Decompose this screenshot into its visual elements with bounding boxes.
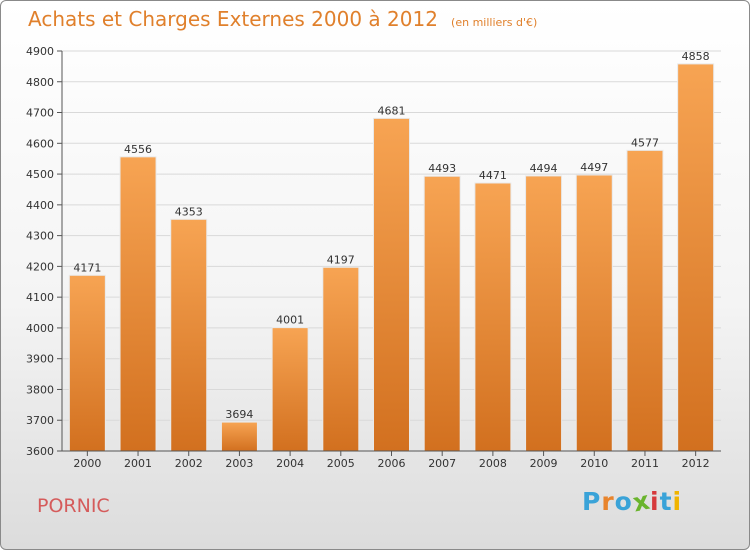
x-tick-label: 2001 [124, 457, 152, 470]
axes [57, 50, 721, 456]
brand-letter: P [582, 487, 602, 516]
bar-value-label: 4197 [327, 253, 355, 266]
x-tick-label: 2003 [225, 457, 253, 470]
bar-value-label: 4493 [428, 162, 456, 175]
bar-2011 [626, 149, 664, 452]
bar-2005 [322, 266, 360, 452]
y-tick-label: 4600 [26, 137, 54, 150]
bar-value-label: 3694 [225, 408, 253, 421]
bars [68, 63, 715, 452]
x-tick-label: 2005 [327, 457, 355, 470]
bar-2002 [170, 218, 208, 452]
y-tick-label: 4800 [26, 76, 54, 89]
brand-letter: i [650, 487, 660, 516]
x-tick-label: 2008 [479, 457, 507, 470]
y-tick-label: 4000 [26, 322, 54, 335]
bar-2012 [677, 63, 715, 452]
y-tick-label: 3800 [26, 383, 54, 396]
bar-2000 [68, 274, 106, 452]
x-tick-label: 2009 [530, 457, 558, 470]
y-tick-label: 3900 [26, 353, 54, 366]
y-tick-label: 4400 [26, 199, 54, 212]
brand-letter: o [614, 487, 633, 516]
bar-value-label: 4577 [631, 136, 659, 149]
bar-2007 [423, 175, 461, 452]
chart-unit: (en milliers d'€) [451, 16, 538, 29]
y-tick-label: 4300 [26, 230, 54, 243]
bar-2001 [119, 156, 157, 452]
x-tick-label: 2000 [73, 457, 101, 470]
title-line: Achats et Charges Externes 2000 à 2012 (… [28, 7, 537, 31]
y-tick-label: 3700 [26, 414, 54, 427]
x-tick-label: 2002 [175, 457, 203, 470]
brand-logo[interactable]: Proxiti [582, 486, 683, 518]
x-tick-label: 2004 [276, 457, 304, 470]
bar-2008 [474, 182, 512, 452]
chart-title: Achats et Charges Externes 2000 à 2012 [28, 7, 438, 31]
bar-value-label: 4494 [530, 162, 558, 175]
commune-name: PORNIC [37, 495, 110, 517]
bar-value-label: 4001 [276, 314, 304, 327]
brand-letter: t [659, 487, 673, 516]
y-tick-label: 4900 [26, 45, 54, 58]
bar-value-label: 4471 [479, 169, 507, 182]
y-tick-label: 4700 [26, 107, 54, 120]
bar-2004 [271, 327, 309, 452]
y-tick-label: 3600 [26, 445, 54, 458]
bar-2010 [575, 174, 613, 452]
bar-value-label: 4497 [580, 161, 608, 174]
bar-value-label: 4681 [378, 104, 406, 117]
y-tick-label: 4500 [26, 168, 54, 181]
bar-2003 [220, 421, 258, 452]
bar-value-label: 4556 [124, 143, 152, 156]
bar-2006 [373, 117, 410, 452]
x-tick-label: 2010 [580, 457, 608, 470]
bar-value-label: 4858 [682, 50, 710, 63]
labels: 3600 3700 3800 3900 4000 4100 4200 4300 4400 4500… [26, 45, 710, 470]
x-tick-label: 2007 [428, 457, 456, 470]
brand-letter: i [672, 487, 683, 516]
y-tick-label: 4200 [26, 260, 54, 273]
x-tick-label: 2011 [631, 457, 659, 470]
brand-letter: r [601, 487, 615, 516]
bar-value-label: 4353 [175, 205, 203, 218]
x-tick-label: 2012 [682, 457, 710, 470]
y-tick-label: 4100 [26, 291, 54, 304]
x-tick-label: 2006 [378, 457, 406, 470]
bar-2009 [525, 175, 563, 452]
bar-value-label: 4171 [73, 261, 101, 274]
